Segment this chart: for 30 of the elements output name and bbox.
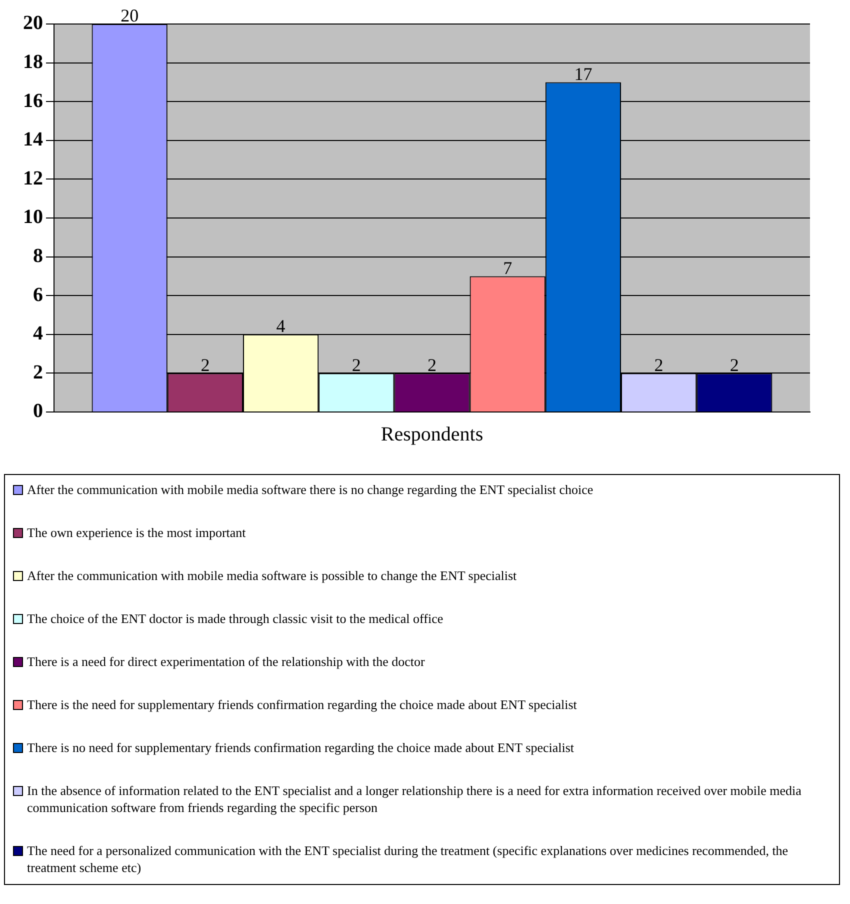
x-tick-label: Respondents: [380, 423, 484, 446]
y-tick-label: 18: [23, 50, 43, 73]
y-tick-label: 10: [23, 206, 43, 228]
data-label: 2: [654, 354, 664, 375]
data-label: 7: [503, 258, 512, 278]
legend-label: The need for a personalized communication with the ENT specialist during the treatment (specific explanations over medicines recommended, the treatment scheme etc): [27, 842, 790, 876]
data-label: 4: [276, 316, 286, 336]
y-tick-label: 4: [33, 322, 43, 345]
data-label: 2: [352, 354, 361, 375]
legend-label: The own experience is the most important: [27, 524, 246, 541]
y-tick-label: 6: [33, 284, 43, 306]
legend-label: There is no need for supplementary friends confirmation regarding the choice made about ENT specialist: [27, 739, 574, 756]
legend-label: There is a need for direct experimentation of the relationship with the doctor: [27, 653, 425, 670]
y-tick-label: 20: [23, 12, 43, 34]
legend-label: After the communication with mobile media software is possible to change the ENT specialist: [27, 567, 517, 584]
y-tick-label: 12: [23, 167, 43, 190]
y-tick-label: 0: [33, 400, 43, 422]
y-tick-label: 8: [33, 244, 43, 267]
data-label: 20: [120, 6, 139, 26]
y-tick-label: 16: [23, 90, 43, 112]
legend-label: In the absence of information related to the ENT specialist and a longer relationship there is a need for extra information received over mobile media communication software from friends regarding the specific person: [27, 782, 802, 816]
legend-label: The choice of the ENT doctor is made through classic visit to the medical office: [27, 610, 444, 627]
data-label: 17: [574, 64, 592, 84]
data-label: 2: [730, 354, 739, 375]
y-tick-label: 14: [23, 128, 43, 151]
legend-label: After the communication with mobile media software there is no change regarding the ENT specialist choice: [27, 481, 594, 498]
data-label: 2: [428, 354, 436, 375]
legend-label: There is the need for supplementary friends confirmation regarding the choice made about ENT specialist: [27, 696, 577, 713]
data-label: 2: [200, 354, 210, 375]
y-tick-label: 2: [33, 361, 43, 384]
